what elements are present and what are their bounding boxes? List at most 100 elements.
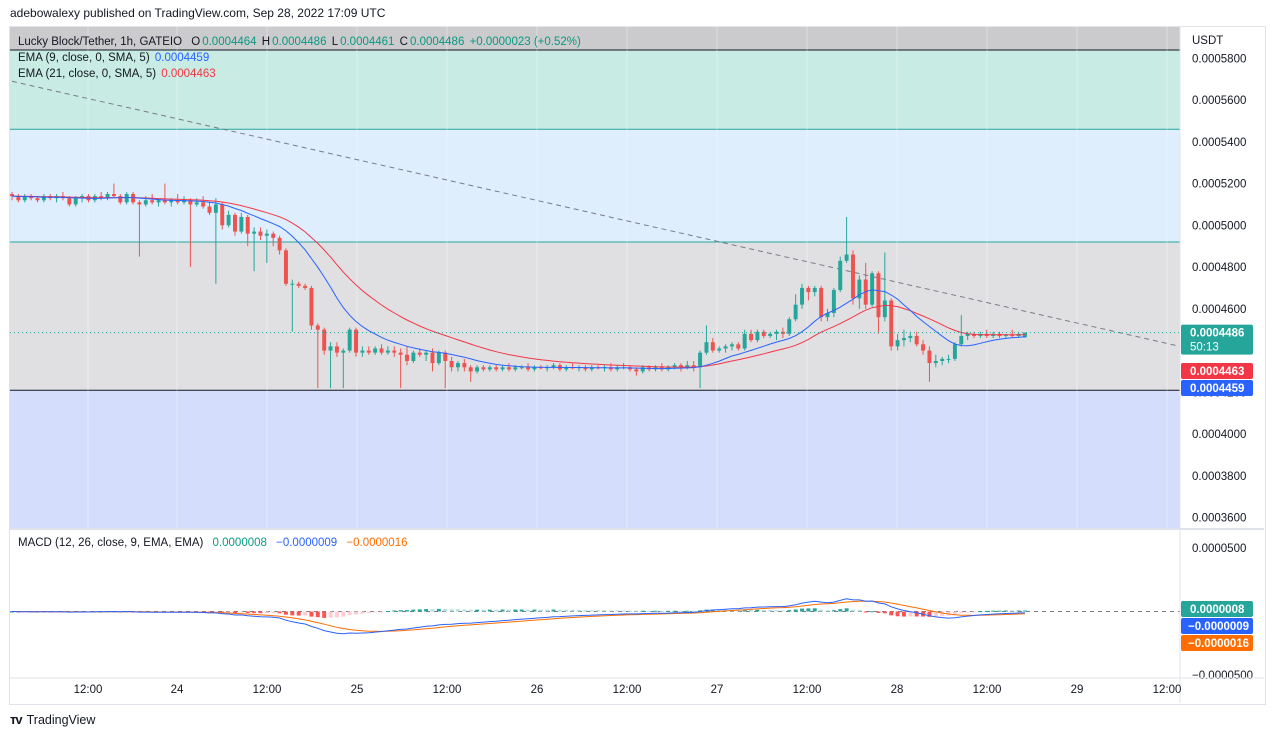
candle-body[interactable] [347, 329, 352, 351]
candle-body[interactable] [755, 331, 760, 341]
candle-body[interactable] [233, 214, 237, 232]
candle-body[interactable] [111, 194, 116, 197]
candle-body[interactable] [10, 194, 14, 197]
candle-body[interactable] [704, 342, 709, 353]
candle-body[interactable] [334, 346, 339, 353]
candle-body[interactable] [131, 194, 136, 203]
candle-body[interactable] [252, 231, 257, 234]
candle-body[interactable] [315, 325, 320, 330]
candle-body[interactable] [424, 352, 429, 355]
candle-body[interactable] [698, 352, 703, 368]
candle-body[interactable] [812, 287, 817, 293]
candle-body[interactable] [691, 365, 696, 368]
candle-body[interactable] [455, 363, 460, 368]
candle-body[interactable] [844, 254, 849, 261]
candle-body[interactable] [513, 367, 518, 370]
candle-body[interactable] [373, 348, 378, 353]
candle-body[interactable] [768, 333, 773, 336]
macd-signal-line[interactable] [12, 600, 1026, 632]
candle-body[interactable] [379, 348, 384, 353]
candle-body[interactable] [277, 237, 282, 251]
candle-body[interactable] [736, 344, 741, 349]
candle-body[interactable] [220, 204, 225, 226]
candle-body[interactable] [487, 367, 492, 370]
candle-body[interactable] [264, 233, 269, 236]
candle-body[interactable] [385, 350, 390, 353]
candle-body[interactable] [589, 367, 594, 370]
candle-body[interactable] [239, 216, 244, 232]
candle-body[interactable] [411, 352, 416, 361]
candle-body[interactable] [685, 365, 690, 368]
candle-body[interactable] [194, 202, 199, 205]
candle-body[interactable] [105, 194, 110, 199]
candle-body[interactable] [710, 342, 715, 351]
candle-body[interactable] [551, 365, 556, 368]
candle-body[interactable] [443, 352, 448, 361]
candle-body[interactable] [207, 206, 212, 213]
candle-body[interactable] [838, 260, 843, 291]
candle-body[interactable] [360, 350, 365, 353]
ema9-legend[interactable]: EMA (9, close, 0, SMA, 5) 0.0004459 [18, 52, 211, 64]
candle-body[interactable] [749, 333, 754, 341]
candle-body[interactable] [921, 344, 926, 351]
candle-body[interactable] [914, 335, 919, 345]
candle-body[interactable] [901, 338, 906, 341]
candle-body[interactable] [213, 204, 218, 213]
candle-body[interactable] [494, 367, 499, 370]
candle-body[interactable] [137, 202, 142, 205]
candle-body[interactable] [506, 367, 511, 370]
candle-body[interactable] [398, 352, 403, 355]
candle-body[interactable] [35, 198, 40, 201]
candle-body[interactable] [124, 194, 129, 203]
candle-body[interactable] [296, 283, 301, 286]
candle-body[interactable] [290, 283, 295, 285]
candle-body[interactable] [895, 340, 900, 347]
candle-body[interactable] [519, 367, 524, 369]
candle-body[interactable] [309, 287, 314, 326]
candle-body[interactable] [678, 365, 683, 368]
candle-body[interactable] [729, 344, 734, 347]
ema21-line[interactable] [11, 195, 1025, 368]
candle-body[interactable] [634, 369, 639, 372]
trendline[interactable] [11, 80, 1181, 347]
candle-body[interactable] [857, 279, 862, 299]
candle-body[interactable] [283, 250, 288, 284]
candle-body[interactable] [430, 352, 435, 364]
candle-body[interactable] [831, 290, 836, 313]
candle-body[interactable] [341, 350, 346, 353]
candle-body[interactable] [672, 365, 677, 368]
candle-body[interactable] [150, 200, 155, 203]
candle-body[interactable] [876, 273, 881, 318]
candle-body[interactable] [156, 200, 161, 203]
candle-body[interactable] [16, 196, 21, 201]
candle-body[interactable] [532, 367, 537, 370]
candle-body[interactable] [806, 287, 811, 293]
ema21-legend[interactable]: EMA (21, close, 0, SMA, 5) 0.0004463 [18, 68, 218, 80]
candle-body[interactable] [1003, 334, 1008, 336]
candle-body[interactable] [99, 196, 104, 199]
candle-body[interactable] [851, 254, 855, 299]
candle-body[interactable] [354, 329, 359, 353]
candle-body[interactable] [819, 287, 824, 318]
candle-body[interactable] [169, 200, 174, 203]
candle-body[interactable] [787, 319, 792, 334]
candle-body[interactable] [793, 304, 798, 320]
candle-body[interactable] [201, 202, 206, 207]
candle-body[interactable] [940, 358, 945, 361]
candle-body[interactable] [717, 348, 722, 351]
candle-body[interactable] [468, 367, 473, 372]
candle-body[interactable] [322, 329, 327, 351]
candle-body[interactable] [526, 367, 531, 370]
candle-body[interactable] [761, 331, 766, 336]
candle-body[interactable] [182, 200, 186, 203]
candle-body[interactable] [188, 200, 193, 205]
macd-legend[interactable]: MACD (12, 26, close, 9, EMA, EMA) 0.0000… [18, 537, 409, 549]
candle-body[interactable] [742, 333, 747, 349]
candle-body[interactable] [245, 216, 250, 234]
tradingview-logo[interactable]: ᴛᴠ TradingView [10, 712, 95, 727]
pane-separator[interactable] [10, 528, 1264, 530]
candle-body[interactable] [162, 200, 167, 203]
candle-body[interactable] [723, 346, 728, 349]
candle-body[interactable] [564, 367, 569, 370]
candle-body[interactable] [965, 333, 970, 336]
